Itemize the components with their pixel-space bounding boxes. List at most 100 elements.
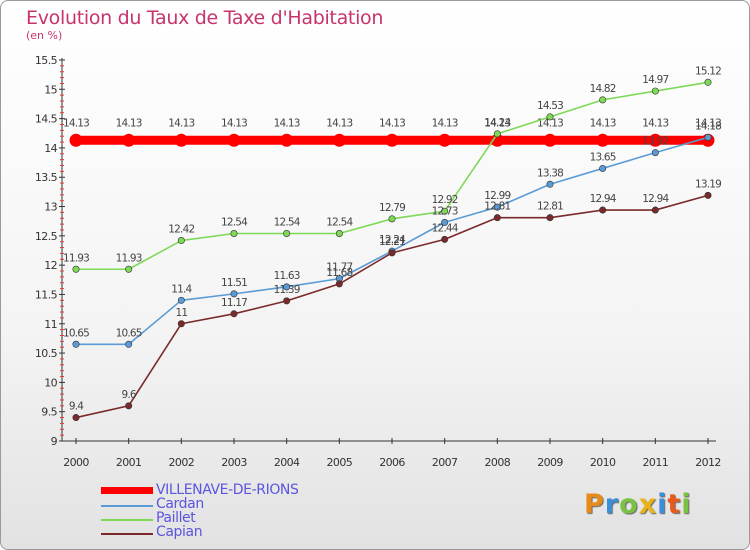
- data-label: 11.77: [326, 262, 352, 274]
- y-tick-label: 10: [44, 376, 57, 389]
- x-tick-label: 2007: [432, 456, 458, 469]
- y-tick-label: 9.5: [41, 406, 57, 419]
- data-point: [72, 414, 80, 422]
- y-tick-label: 11.5: [35, 288, 58, 301]
- legend-swatch: [101, 519, 153, 521]
- data-label: 12.94: [642, 193, 669, 205]
- data-label: 12.21: [379, 236, 405, 248]
- data-point: [704, 78, 712, 86]
- data-label: 12.79: [379, 202, 405, 214]
- proxiti-logo: Proxiti: [584, 489, 692, 520]
- data-label: 9.6: [122, 389, 137, 401]
- y-tick-label: 13: [44, 201, 57, 214]
- chart-unit-label: (en %): [26, 29, 63, 42]
- y-tick-label: 15.5: [35, 54, 58, 67]
- x-tick-label: 2002: [169, 456, 195, 469]
- y-tick-label: 14.5: [35, 113, 58, 126]
- legend-label: VILLENAVE-DE-RIONS: [156, 482, 299, 498]
- data-label: 12.99: [484, 190, 510, 202]
- data-point: [441, 207, 449, 215]
- data-point: [69, 133, 83, 147]
- legend-swatch: [101, 533, 153, 535]
- y-tick-label: 9: [51, 435, 58, 448]
- data-point: [388, 215, 396, 223]
- data-label: 14.13: [326, 117, 352, 129]
- data-point: [177, 320, 185, 328]
- x-tick-label: 2011: [643, 456, 669, 469]
- data-point: [546, 214, 554, 222]
- data-point: [651, 87, 659, 95]
- data-point: [174, 133, 188, 147]
- data-point: [651, 206, 659, 214]
- data-point: [546, 113, 554, 121]
- data-point: [493, 130, 501, 138]
- data-label: 11.93: [63, 252, 89, 264]
- data-label: 14.13: [116, 117, 142, 129]
- legend-label: Cardan: [156, 496, 204, 512]
- data-point: [651, 149, 659, 157]
- data-label: 14.13: [642, 117, 668, 129]
- data-label: 15.12: [695, 65, 721, 77]
- x-tick-label: 2012: [695, 456, 721, 469]
- data-label: 11: [175, 307, 187, 319]
- data-point: [441, 218, 449, 226]
- data-point: [283, 283, 291, 291]
- data-label: 13.65: [590, 151, 616, 163]
- legend-label: Capian: [156, 524, 203, 540]
- legend-swatch: [101, 505, 153, 507]
- y-tick-label: 12: [44, 259, 57, 272]
- data-point: [388, 249, 396, 257]
- data-point: [177, 237, 185, 245]
- data-label: 14.13: [537, 117, 563, 129]
- data-label: 14.13: [274, 117, 300, 129]
- logo-letter: x: [638, 489, 658, 520]
- chart-title: Evolution du Taux de Taxe d'Habitation: [26, 7, 384, 29]
- y-tick-label: 15: [44, 83, 57, 96]
- x-tick-label: 2003: [221, 456, 247, 469]
- data-label: 11.4: [171, 283, 192, 295]
- data-label: 14.82: [590, 83, 616, 95]
- x-tick-label: 2008: [485, 456, 511, 469]
- data-label: 9.4: [69, 401, 84, 413]
- data-point: [283, 230, 291, 238]
- data-label: 12.42: [168, 224, 194, 236]
- legend-label: Paillet: [156, 510, 196, 526]
- data-point: [280, 133, 294, 147]
- logo-letter: r: [604, 489, 620, 520]
- data-point: [599, 206, 607, 214]
- data-label: 12.54: [221, 217, 248, 229]
- data-label: 14.97: [642, 74, 668, 86]
- data-point: [648, 133, 662, 147]
- data-label: 10.65: [116, 327, 142, 339]
- data-point: [230, 310, 238, 318]
- data-point: [125, 402, 133, 410]
- logo-letter: o: [619, 489, 639, 520]
- data-point: [230, 230, 238, 238]
- data-label: 14.13: [590, 117, 616, 129]
- x-tick-label: 2009: [537, 456, 563, 469]
- data-point: [332, 133, 346, 147]
- data-label: 11.63: [274, 270, 300, 282]
- data-point: [335, 280, 343, 288]
- x-tick-label: 2005: [327, 456, 353, 469]
- data-label: 12.54: [326, 217, 353, 229]
- data-label: 14.53: [537, 100, 563, 112]
- data-label: 11.68: [326, 267, 352, 279]
- y-tick-label: 12.5: [35, 230, 58, 243]
- data-label: 14.13: [63, 117, 89, 129]
- data-label: 12.81: [537, 201, 563, 213]
- data-label: 11.39: [274, 284, 300, 296]
- data-point: [122, 133, 136, 147]
- data-point: [599, 164, 607, 172]
- data-label: 13.38: [537, 167, 563, 179]
- logo-letter: t: [667, 489, 682, 520]
- data-label: 11.93: [116, 252, 142, 264]
- data-label: 14.18: [695, 120, 721, 132]
- logo-letter: P: [584, 489, 605, 520]
- y-tick-label: 10.5: [35, 347, 58, 360]
- data-label: 14.13: [432, 117, 458, 129]
- data-label: 12.81: [484, 201, 510, 213]
- data-point: [72, 340, 80, 348]
- data-point: [283, 297, 291, 305]
